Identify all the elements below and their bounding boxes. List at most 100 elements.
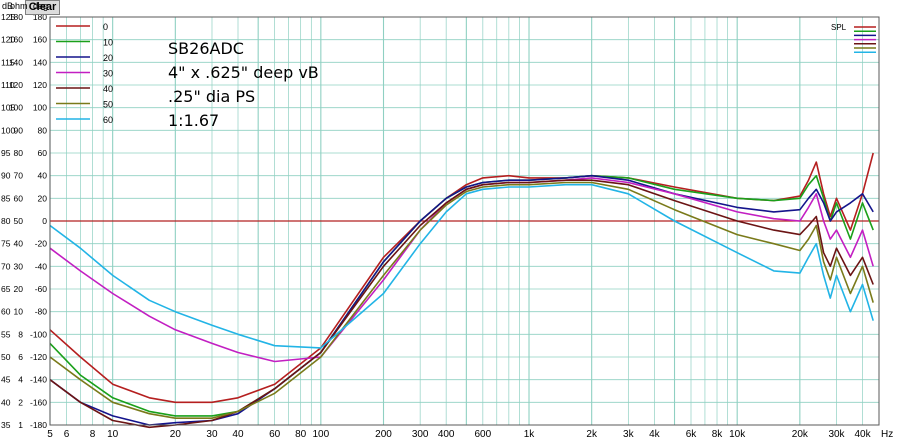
x-tick-label: 4k: [649, 429, 661, 440]
x-tick-label: 300: [412, 429, 429, 440]
y-tick-db: 55: [1, 329, 11, 339]
y-tick-db: 85: [1, 193, 11, 203]
y-tick-ohm: 10: [14, 307, 24, 317]
legend-label-20: 20: [103, 53, 113, 63]
x-tick-label: 8k: [712, 429, 724, 440]
y-tick-deg: 100: [33, 103, 47, 113]
y-tick-db: 90: [1, 171, 11, 181]
x-tick-label: 200: [375, 429, 392, 440]
y-tick-deg: 160: [33, 35, 47, 45]
y-tick-ohm: 2: [18, 397, 23, 407]
x-tick-label: 6: [64, 429, 70, 440]
y-tick-ohm: 20: [14, 284, 24, 294]
y-tick-ohm: 180: [9, 12, 23, 22]
annotation-model: SB26ADC: [168, 39, 244, 58]
curve-0: [49, 152, 874, 404]
x-tick-label: 400: [438, 429, 455, 440]
x-tick-label: 20k: [792, 429, 809, 440]
db-axis-header: dB: [2, 1, 14, 11]
x-tick-label: 80: [295, 429, 307, 440]
x-tick-label: 10: [107, 429, 119, 440]
y-tick-db: 70: [1, 261, 11, 271]
y-tick-ohm: 90: [14, 125, 24, 135]
x-tick-label: 30: [206, 429, 218, 440]
x-tick-label: 40: [232, 429, 244, 440]
x-axis-labels: 5 6 8 10 20 30 40 60 80 100 200 300 400 600 1k 2k 3k 4k 6k…: [47, 429, 893, 440]
x-tick-label: 10k: [729, 429, 746, 440]
y-tick-db: 50: [1, 352, 11, 362]
y-tick-db: 45: [1, 375, 11, 385]
x-tick-label: 5: [47, 429, 53, 440]
x-tick-label: 60: [269, 429, 281, 440]
y-tick-deg: 60: [38, 148, 48, 158]
spl-legend: SPL: [831, 23, 876, 53]
y-tick-db: 125: [1, 12, 15, 22]
y-tick-ohm: 100: [9, 103, 23, 113]
x-tick-label: 30k: [828, 429, 845, 440]
x-unit-label: Hz: [881, 429, 893, 440]
y-tick-db: 115: [1, 57, 15, 67]
y-tick-deg: -160: [30, 397, 47, 407]
y-tick-db: 35: [1, 420, 11, 430]
y-tick-db: 105: [1, 103, 15, 113]
y-tick-deg: 80: [38, 125, 48, 135]
curve-20: [49, 174, 874, 426]
y-tick-deg: 180: [33, 12, 47, 22]
deg-axis-header: deg: [33, 1, 49, 11]
legend-label-50: 50: [103, 100, 113, 110]
curve-50: [49, 181, 874, 419]
x-tick-label: 8: [90, 429, 96, 440]
y-tick-db: 100: [1, 125, 15, 135]
legend-label-0: 0: [103, 22, 108, 32]
grid: [49, 16, 879, 426]
y-tick-ohm: 40: [14, 239, 24, 249]
y-tick-ohm: 1: [18, 420, 23, 430]
curve-40: [49, 179, 874, 429]
curve-60: [49, 183, 874, 349]
y-tick-deg: -60: [35, 284, 48, 294]
y-tick-deg: -180: [30, 420, 47, 430]
y-tick-db: 80: [1, 216, 11, 226]
annotation-dimensions: 4" x .625" deep vB: [168, 63, 319, 82]
y-tick-ohm: 60: [14, 193, 24, 203]
y-tick-ohm: 4: [18, 375, 23, 385]
y-tick-deg: 140: [33, 57, 47, 67]
y-tick-ohm: 120: [9, 80, 23, 90]
clear-button[interactable]: Clear: [25, 0, 60, 15]
legend-label-10: 10: [103, 38, 113, 48]
y-tick-ohm: 6: [18, 352, 23, 362]
y-tick-deg: -100: [30, 329, 47, 339]
y-tick-deg: 120: [33, 80, 47, 90]
y-tick-deg: -80: [35, 307, 48, 317]
x-tick-label: 6k: [686, 429, 698, 440]
y-tick-ohm: 140: [9, 57, 23, 67]
legend-label-30: 30: [103, 69, 113, 79]
y-tick-db: 95: [1, 148, 11, 158]
y-tick-ohm: 80: [14, 148, 24, 158]
y-tick-ohm: 8: [18, 329, 23, 339]
y-tick-deg: 20: [38, 193, 48, 203]
legend-label-40: 40: [103, 84, 113, 94]
y-tick-deg: -120: [30, 352, 47, 362]
x-tick-label: 600: [474, 429, 491, 440]
spl-legend-label: SPL: [831, 23, 847, 32]
y-tick-db: 40: [1, 397, 11, 407]
y-tick-ohm: 30: [14, 261, 24, 271]
y-tick-ohm: 160: [9, 35, 23, 45]
x-tick-label: 3k: [623, 429, 635, 440]
y-tick-db: 75: [1, 239, 11, 249]
y-tick-deg: 0: [42, 216, 47, 226]
plot-frame: [49, 16, 880, 426]
y-tick-deg: -140: [30, 375, 47, 385]
x-tick-label: 1k: [524, 429, 536, 440]
y-tick-deg: 40: [38, 171, 48, 181]
y-tick-db: 60: [1, 307, 11, 317]
y-tick-deg: -40: [35, 261, 48, 271]
y-tick-db: 65: [1, 284, 11, 294]
legend-label-60: 60: [103, 115, 113, 125]
y-tick-deg: -20: [35, 239, 48, 249]
y-tick-ohm: 50: [14, 216, 24, 226]
legend[interactable]: 0 10 20 30 40 50 60: [56, 22, 113, 125]
response-curves: [49, 152, 874, 429]
